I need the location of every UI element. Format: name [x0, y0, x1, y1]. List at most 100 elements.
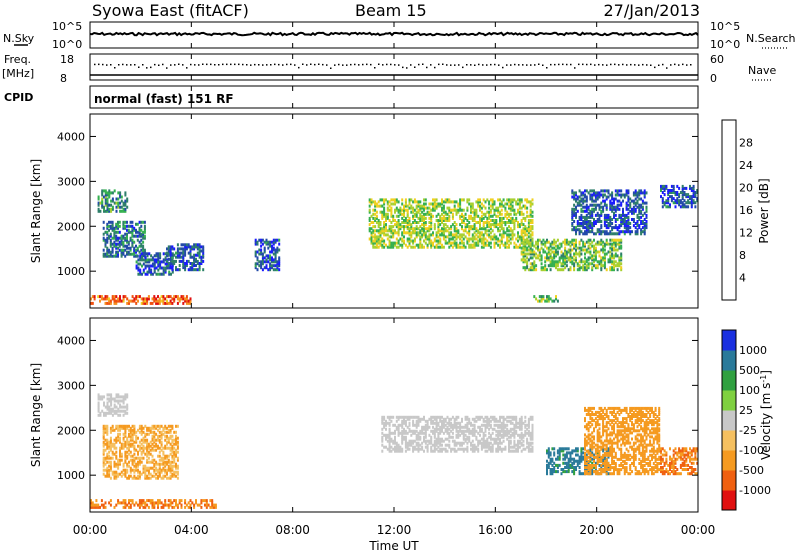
scatter-cell [594, 207, 597, 211]
scatter-cell [173, 450, 176, 454]
scatter-cell [408, 243, 411, 247]
scatter-cell [173, 259, 176, 263]
scatter-cell [142, 448, 145, 452]
scatter-cell [276, 260, 279, 264]
scatter-cell [390, 235, 393, 239]
scatter-cell [419, 200, 422, 204]
scatter-cell [171, 262, 174, 266]
scatter-cell [602, 230, 605, 234]
scatter-cell [142, 232, 145, 236]
scatter-cell [168, 270, 171, 274]
scatter-cell [182, 301, 185, 305]
scatter-cell [193, 503, 196, 507]
scatter-cell [157, 428, 159, 432]
scatter-cell [585, 248, 588, 252]
scatter-cell [419, 245, 422, 249]
scatter-cell [613, 262, 615, 266]
nave-dot [334, 64, 336, 66]
scatter-cell [99, 397, 102, 401]
nsearch-tick-high: 10^5 [710, 20, 740, 33]
scatter-cell [410, 206, 413, 210]
scatter-cell [600, 213, 603, 217]
scatter-cell [573, 264, 576, 268]
scatter-cell [423, 212, 425, 216]
scatter-cell [569, 268, 572, 272]
scatter-cell [437, 225, 440, 229]
nave-dot [390, 63, 392, 66]
scatter-cell [180, 251, 183, 255]
freq-tick-low: 8 [60, 72, 67, 85]
scatter-cell [146, 301, 149, 305]
scatter-cell [502, 243, 505, 247]
scatter-cell [531, 233, 534, 237]
scatter-cell [146, 260, 149, 264]
scatter-cell [690, 195, 693, 199]
scatter-cell [475, 212, 478, 216]
scatter-cell [575, 250, 577, 254]
scatter-cell [120, 442, 123, 446]
scatter-cell [616, 199, 619, 203]
scatter-cell [540, 256, 543, 260]
scatter-cell [412, 239, 415, 243]
scatter-cell [584, 244, 586, 248]
scatter-cell [526, 246, 529, 250]
scatter-cell [493, 423, 496, 427]
scatter-cell [446, 427, 449, 431]
scatter-cell [513, 441, 516, 445]
scatter-cell [594, 205, 597, 209]
nave-dot [422, 63, 424, 65]
scatter-cell [632, 191, 635, 195]
nave-dot [470, 64, 472, 66]
scatter-cell [513, 227, 516, 231]
scatter-cell [533, 264, 536, 268]
scatter-cell [167, 468, 170, 472]
scatter-cell [461, 198, 463, 202]
scatter-cell [497, 445, 500, 449]
scatter-cell [151, 436, 154, 440]
scatter-cell [573, 211, 576, 215]
scatter-cell [580, 248, 583, 252]
scatter-cell [109, 242, 112, 246]
scatter-cell [370, 241, 373, 245]
nave-dot [374, 67, 376, 69]
scatter-cell [146, 432, 149, 436]
scatter-cell [272, 264, 275, 268]
scatter-cell [263, 266, 266, 270]
scatter-cell [115, 226, 118, 230]
scatter-cell [115, 238, 118, 242]
scatter-cell [198, 262, 201, 265]
scatter-cell [155, 301, 158, 305]
scatter-cell [178, 253, 181, 257]
scatter-cell [388, 415, 391, 419]
scatter-cell [394, 423, 396, 427]
scatter-cell [193, 257, 196, 261]
scatter-cell [175, 438, 177, 442]
scatter-cell [634, 207, 637, 211]
scatter-cell [162, 299, 165, 303]
scatter-cell [195, 253, 197, 257]
scatter-cell [562, 264, 565, 268]
scatter-cell [412, 221, 415, 224]
scatter-cell [122, 224, 125, 228]
scatter-cell [368, 237, 371, 241]
scatter-cell [124, 442, 127, 446]
scatter-cell [531, 221, 534, 224]
scatter-cell [489, 208, 492, 212]
scatter-cell [444, 419, 447, 423]
scatter-cell [394, 429, 396, 433]
scatter-cell [124, 458, 127, 462]
scatter-cell [153, 436, 156, 440]
scatter-cell [661, 184, 664, 188]
scatter-cell [448, 210, 451, 214]
scatter-cell [636, 220, 639, 223]
scatter-cell [448, 198, 451, 202]
scatter-cell [97, 403, 100, 407]
scatter-cell [193, 268, 196, 272]
scatter-cell [157, 262, 160, 266]
scatter-cell [260, 264, 263, 268]
scatter-cell [146, 254, 149, 258]
scatter-cell [164, 426, 167, 430]
scatter-cell [683, 193, 686, 197]
scatter-cell [437, 235, 440, 239]
scatter-cell [598, 242, 601, 246]
